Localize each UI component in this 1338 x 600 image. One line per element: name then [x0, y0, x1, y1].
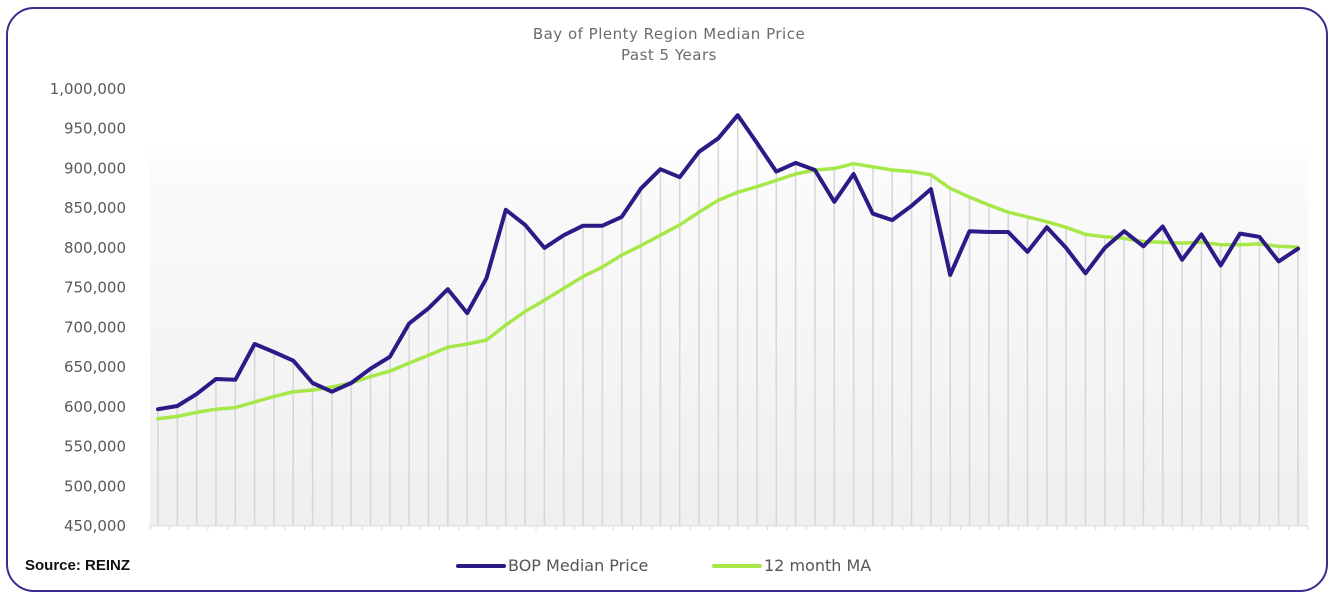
- legend-swatch-bop-median-price: [456, 563, 506, 568]
- plot-area: [150, 140, 1308, 526]
- legend-swatch-12-month-ma: [712, 563, 762, 568]
- y-tick-label: 700,000: [64, 318, 126, 336]
- x-axis: [149, 525, 1309, 530]
- y-tick-label: 750,000: [64, 279, 126, 297]
- legend-label: 12 month MA: [764, 556, 872, 575]
- y-tick-label: 550,000: [64, 438, 126, 456]
- y-tick-label: 650,000: [64, 358, 126, 376]
- legend-item-bop-median-price: BOP Median Price: [456, 556, 648, 575]
- y-tick-label: 600,000: [64, 398, 126, 416]
- y-tick-label: 850,000: [64, 199, 126, 217]
- chart-title: Bay of Plenty Region Median Price: [532, 25, 806, 43]
- chart-subtitle: Past 5 Years: [621, 46, 717, 64]
- series-layer: [156, 113, 1300, 421]
- y-tick-label: 950,000: [64, 120, 126, 138]
- legend-label: BOP Median Price: [508, 556, 649, 575]
- y-tick-label: 450,000: [64, 517, 126, 535]
- source-note: Source: REINZ: [25, 557, 131, 574]
- legend-item-12-month-ma: 12 month MA: [712, 556, 871, 575]
- y-tick-label: 1,000,000: [50, 80, 126, 98]
- series-line-bop-median-price: [156, 113, 1300, 412]
- drop-lines: [157, 115, 1299, 526]
- y-tick-label: 900,000: [64, 159, 126, 177]
- y-tick-label: 800,000: [64, 239, 126, 257]
- y-tick-label: 500,000: [64, 477, 126, 495]
- y-axis: 1,000,000 950,000 900,000 850,000 800,000 750…: [50, 80, 126, 535]
